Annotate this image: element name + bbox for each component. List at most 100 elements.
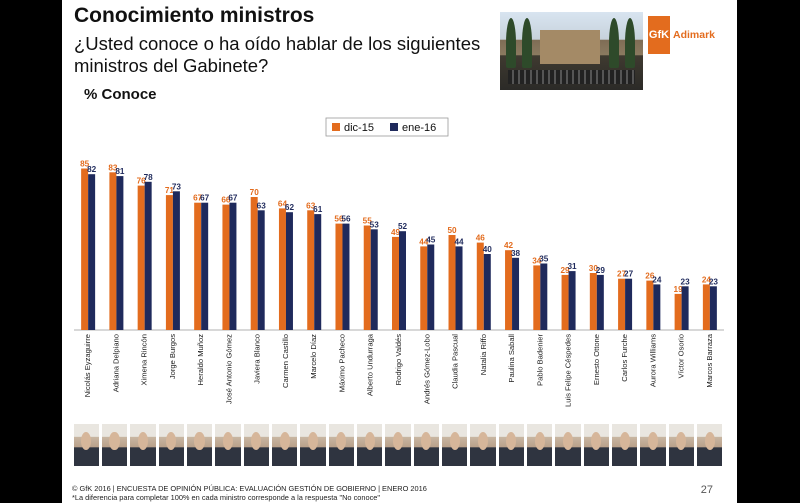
bar-dic-15	[222, 204, 230, 330]
bar-ene-16	[370, 229, 378, 330]
value-label: 19	[674, 285, 684, 294]
gfk-logo-mark: GfK	[648, 16, 670, 54]
footer-copyright: © GfK 2016 | ENCUESTA DE OPINIÓN PÚBLICA…	[72, 484, 427, 493]
bar-ene-16	[483, 254, 491, 330]
value-label: 81	[115, 167, 125, 176]
bar-ene-16	[314, 214, 322, 330]
bar-dic-15	[250, 197, 258, 330]
page-number: 27	[700, 484, 713, 496]
value-label: 34	[532, 256, 542, 265]
page-title: Conocimiento ministros	[74, 4, 315, 27]
x-tick-label: Jorge Burgos	[168, 334, 177, 379]
metric-label: % Conoce	[84, 86, 157, 103]
value-label: 78	[144, 173, 154, 182]
bar-dic-15	[194, 202, 202, 330]
value-label: 63	[306, 201, 316, 210]
minister-photo	[527, 424, 553, 466]
bar-dic-15	[420, 246, 428, 330]
minister-photo	[73, 424, 99, 466]
gfk-logo-text: Adimark	[673, 29, 716, 41]
gfk-logo: GfK Adimark	[648, 14, 722, 56]
bar-dic-15	[448, 235, 456, 330]
minister-photo	[356, 424, 383, 466]
minister-photo	[186, 424, 213, 466]
minister-photo	[470, 424, 496, 466]
bar-ene-16	[625, 278, 633, 330]
legend-label-dic-15: dic-15	[344, 122, 374, 134]
value-label: 44	[419, 237, 429, 246]
minister-photo	[101, 424, 128, 466]
value-label: 45	[426, 236, 436, 245]
minister-photo	[668, 424, 695, 466]
value-label: 35	[539, 255, 549, 264]
minister-photo	[328, 424, 354, 466]
value-label: 67	[200, 194, 210, 203]
minister-photo	[385, 424, 411, 466]
bar-dic-15	[646, 280, 654, 330]
x-tick-label: Aurora Williams	[648, 334, 657, 387]
value-label: 27	[617, 270, 627, 279]
legend-box	[325, 117, 449, 137]
value-label: 29	[596, 266, 606, 275]
value-label: 46	[476, 234, 486, 243]
value-label: 53	[370, 220, 380, 229]
x-tick-label: Adriana Delpiano	[111, 334, 120, 392]
value-label: 42	[504, 241, 514, 250]
value-label: 52	[398, 222, 408, 231]
chart-legend: dic-15 ene-16	[325, 117, 449, 137]
minister-photo	[413, 424, 439, 466]
value-label: 61	[313, 205, 323, 214]
value-label: 56	[334, 215, 344, 224]
value-label: 27	[624, 270, 634, 279]
bar-ene-16	[568, 271, 576, 330]
bar-dic-15	[81, 168, 89, 330]
legend-label-ene-16: ene-16	[402, 122, 436, 134]
x-tick-label: Luis Felipe Céspedes	[564, 334, 573, 407]
value-label: 23	[709, 277, 719, 286]
bar-dic-15	[476, 242, 484, 330]
x-tick-label: Paulina Saball	[507, 334, 516, 383]
bar-dic-15	[674, 293, 682, 330]
cabinet-photo	[500, 12, 643, 90]
value-label: 40	[483, 245, 493, 254]
bar-ene-16	[512, 257, 520, 330]
x-tick-label: Rodrigo Valdés	[394, 334, 403, 386]
bar-dic-15	[505, 250, 513, 330]
minister-photo	[300, 424, 326, 466]
value-label: 66	[221, 196, 231, 205]
x-tick-label: Andrés Gómez-Lobo	[422, 334, 431, 404]
value-label: 55	[363, 217, 373, 226]
footer: © GfK 2016 | ENCUESTA DE OPINIÓN PÚBLICA…	[72, 484, 427, 502]
bar-ene-16	[201, 202, 209, 330]
bar-dic-15	[561, 274, 569, 330]
value-label: 23	[681, 277, 691, 286]
x-tick-label: Claudia Pascual	[451, 334, 460, 389]
x-tick-label: Víctor Osorio	[677, 334, 686, 378]
bar-ene-16	[540, 263, 548, 330]
minister-photo	[271, 424, 298, 466]
minister-photo	[697, 424, 723, 466]
value-label: 26	[645, 272, 655, 281]
bar-ene-16	[709, 286, 717, 330]
value-label: 56	[341, 215, 351, 224]
minister-photo	[243, 424, 269, 466]
bar-dic-15	[335, 223, 343, 330]
value-label: 67	[228, 194, 238, 203]
value-label: 63	[257, 201, 267, 210]
value-label: 82	[87, 165, 97, 174]
value-label: 24	[652, 275, 662, 284]
value-label: 71	[165, 186, 175, 195]
value-label: 85	[80, 160, 90, 169]
x-tick-label: Marcos Barraza	[705, 333, 714, 387]
x-tick-label: Natalia Riffo	[479, 334, 488, 375]
page-subtitle: ¿Usted conoce o ha oído hablar de los si…	[74, 33, 481, 76]
x-tick-label: Alberto Undurraga	[366, 333, 375, 396]
bar-dic-15	[363, 225, 371, 330]
bar-dic-15	[109, 172, 117, 330]
bar-dic-15	[278, 208, 286, 330]
bar-dic-15	[165, 195, 173, 330]
bar-dic-15	[307, 210, 315, 330]
bar-ene-16	[257, 210, 265, 330]
value-label: 50	[447, 226, 457, 235]
